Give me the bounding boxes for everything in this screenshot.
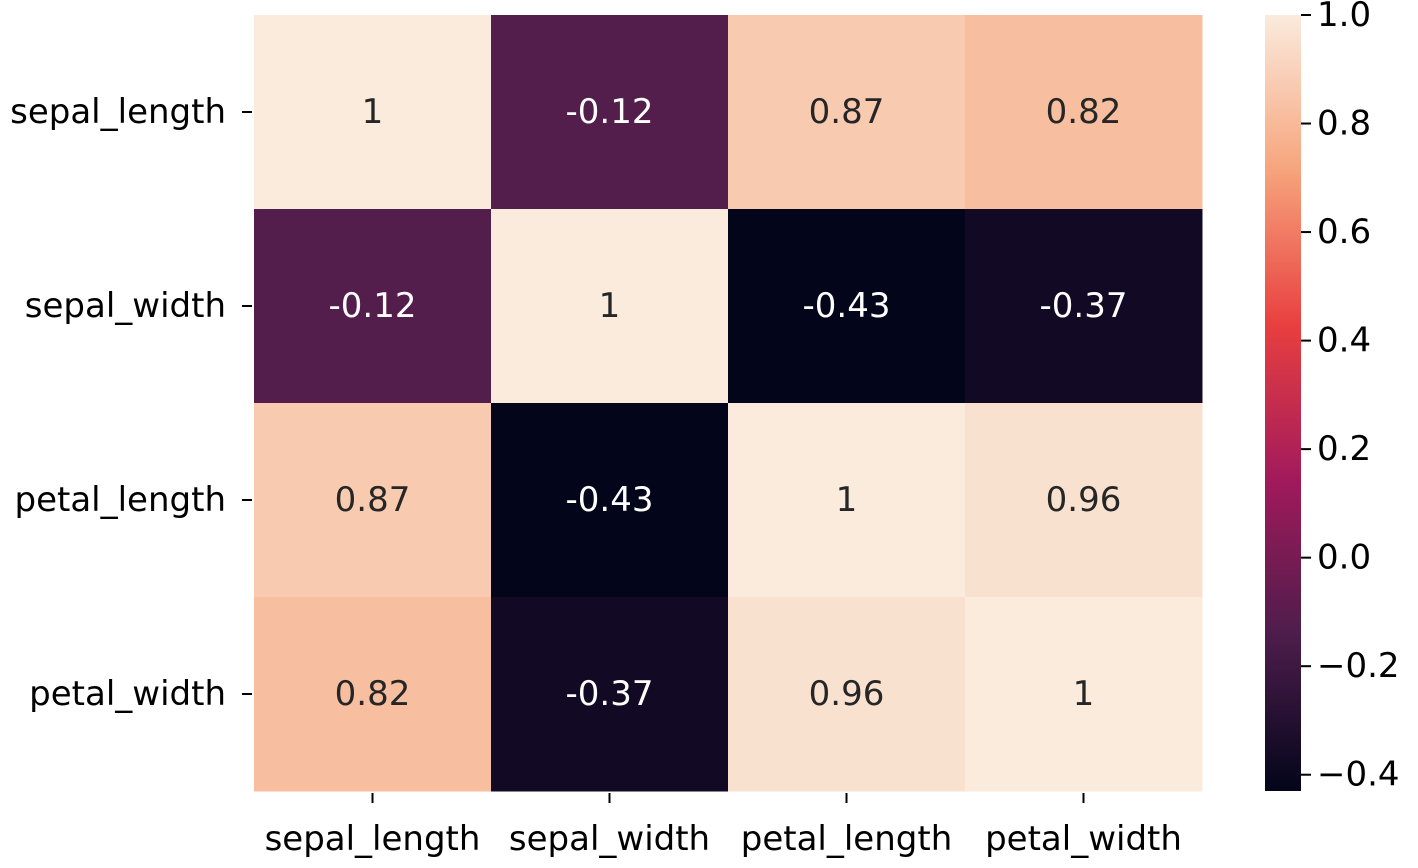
x-axis: sepal_length sepal_width petal_length petal… [265, 793, 1182, 859]
colorbar-tick-label: 0.0 [1317, 538, 1371, 578]
heatmap-cell [728, 597, 966, 792]
heatmap-cell [491, 209, 729, 404]
heatmap-cell [254, 403, 492, 598]
cell-annotation: 1 [836, 480, 858, 520]
cell-annotation: -0.12 [329, 286, 417, 326]
heatmap-cell [728, 15, 966, 210]
cell-annotation: 0.82 [1046, 92, 1122, 132]
cell-annotation: 0.96 [809, 674, 885, 714]
cell-annotation: -0.37 [1040, 286, 1128, 326]
cell-annotation: -0.43 [566, 480, 654, 520]
heatmap-cells: 1 -0.12 0.87 0.82 -0.12 1 -0.43 -0.37 0.87 -0.43 1… [254, 15, 1203, 792]
y-tick-label: sepal_width [25, 286, 226, 326]
colorbar-tick-label: 0.6 [1317, 212, 1371, 252]
x-tick-label: sepal_length [265, 819, 481, 859]
heatmap-cell [254, 597, 492, 792]
x-tick-label: petal_width [985, 819, 1182, 859]
heatmap-cell [254, 15, 492, 210]
cell-annotation: 1 [599, 286, 621, 326]
heatmap-cell [728, 403, 966, 598]
heatmap-cell [965, 403, 1203, 598]
heatmap-cell [965, 209, 1203, 404]
heatmap-cell [491, 403, 729, 598]
x-tick-label: petal_length [741, 819, 953, 859]
heatmap-cell [491, 15, 729, 210]
heatmap-cell [965, 15, 1203, 210]
colorbar-tick-label: 1.0 [1317, 0, 1371, 35]
y-tick-label: petal_width [29, 674, 226, 714]
heatmap-cell [254, 209, 492, 404]
cell-annotation: -0.43 [803, 286, 891, 326]
cell-annotation: 0.87 [335, 480, 411, 520]
cell-annotation: 0.87 [809, 92, 885, 132]
cell-annotation: -0.12 [566, 92, 654, 132]
x-tick-label: sepal_width [509, 819, 710, 859]
cell-annotation: 1 [362, 92, 384, 132]
colorbar-tick-label: 0.2 [1317, 429, 1371, 469]
colorbar-gradient [1265, 15, 1301, 791]
colorbar-tick-label: −0.2 [1317, 646, 1400, 686]
cell-annotation: -0.37 [566, 674, 654, 714]
y-tick-label: petal_length [15, 480, 227, 520]
y-axis: sepal_length sepal_width petal_lengthpetal… [10, 92, 252, 714]
colorbar-tick-label: −0.4 [1317, 755, 1400, 795]
colorbar: 1.0 0.8 0.6 0.4 0.2 0.0 −0.2 −0.4 [1265, 0, 1400, 795]
colorbar-tick-label: 0.4 [1317, 321, 1371, 361]
colorbar-tick-label: 0.8 [1317, 104, 1371, 144]
y-tick-label: sepal_length [10, 92, 226, 132]
heatmap-cell [491, 597, 729, 792]
heatmap-cell [728, 209, 966, 404]
cell-annotation: 1 [1073, 674, 1095, 714]
cell-annotation: 0.96 [1046, 480, 1122, 520]
cell-annotation: 0.82 [335, 674, 411, 714]
heatmap-cell [965, 597, 1203, 792]
